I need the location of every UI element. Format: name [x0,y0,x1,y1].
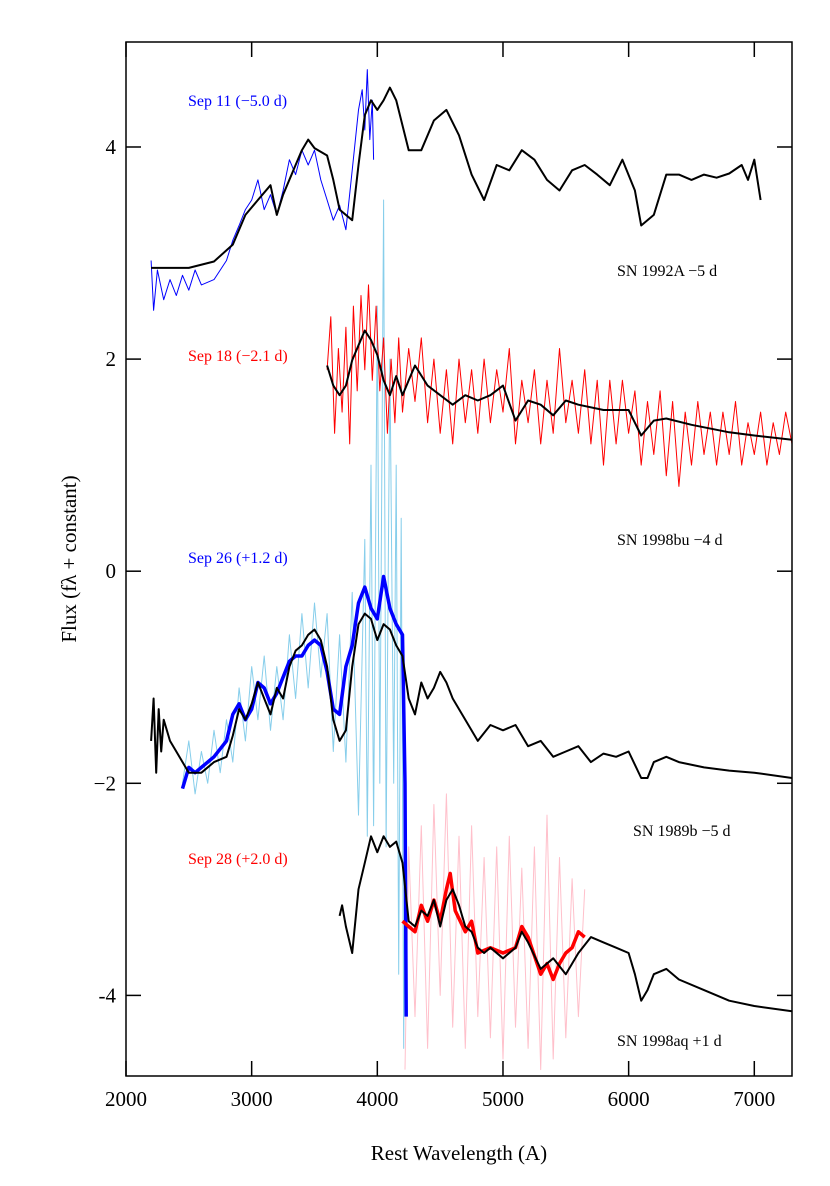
x-tick-label: 7000 [733,1087,775,1111]
x-tick-label: 6000 [608,1087,650,1111]
spectrum-line [338,835,792,1013]
y-tick-label: -4 [99,983,117,1007]
annotation: Sep 28 (+2.0 d) [188,851,288,868]
x-tick-label: 2000 [105,1087,147,1111]
annotation: Sep 11 (−5.0 d) [188,93,287,110]
spectrum-line [404,793,586,1071]
y-tick-label: 2 [106,347,117,371]
annotation: SN 1992A −5 d [617,263,717,280]
spectrum-line [180,574,408,1017]
spectrum-line [182,199,406,1049]
spectrum-line [326,284,792,487]
y-tick-label: 4 [106,135,117,159]
spectrum-line [151,86,762,269]
plot-area [150,69,792,1071]
y-axis-title: Flux (fλ + constant) [57,475,81,642]
y-tick-label: 0 [106,559,117,583]
spectrum-line [150,612,792,779]
x-tick-label: 3000 [231,1087,273,1111]
x-tick-label: 5000 [482,1087,524,1111]
x-axis-title: Rest Wavelength (A) [371,1141,547,1165]
annotation: Sep 26 (+1.2 d) [188,550,288,567]
annotation: SN 1998aq +1 d [617,1033,722,1050]
spectrum-line [326,329,792,441]
x-tick-label: 4000 [356,1087,398,1111]
plot-frame [125,41,793,1077]
annotation: Sep 18 (−2.1 d) [188,348,288,365]
y-tick-label: −2 [94,771,116,795]
annotation: SN 1998bu −4 d [617,532,722,549]
annotation: SN 1989b −5 d [633,823,730,840]
